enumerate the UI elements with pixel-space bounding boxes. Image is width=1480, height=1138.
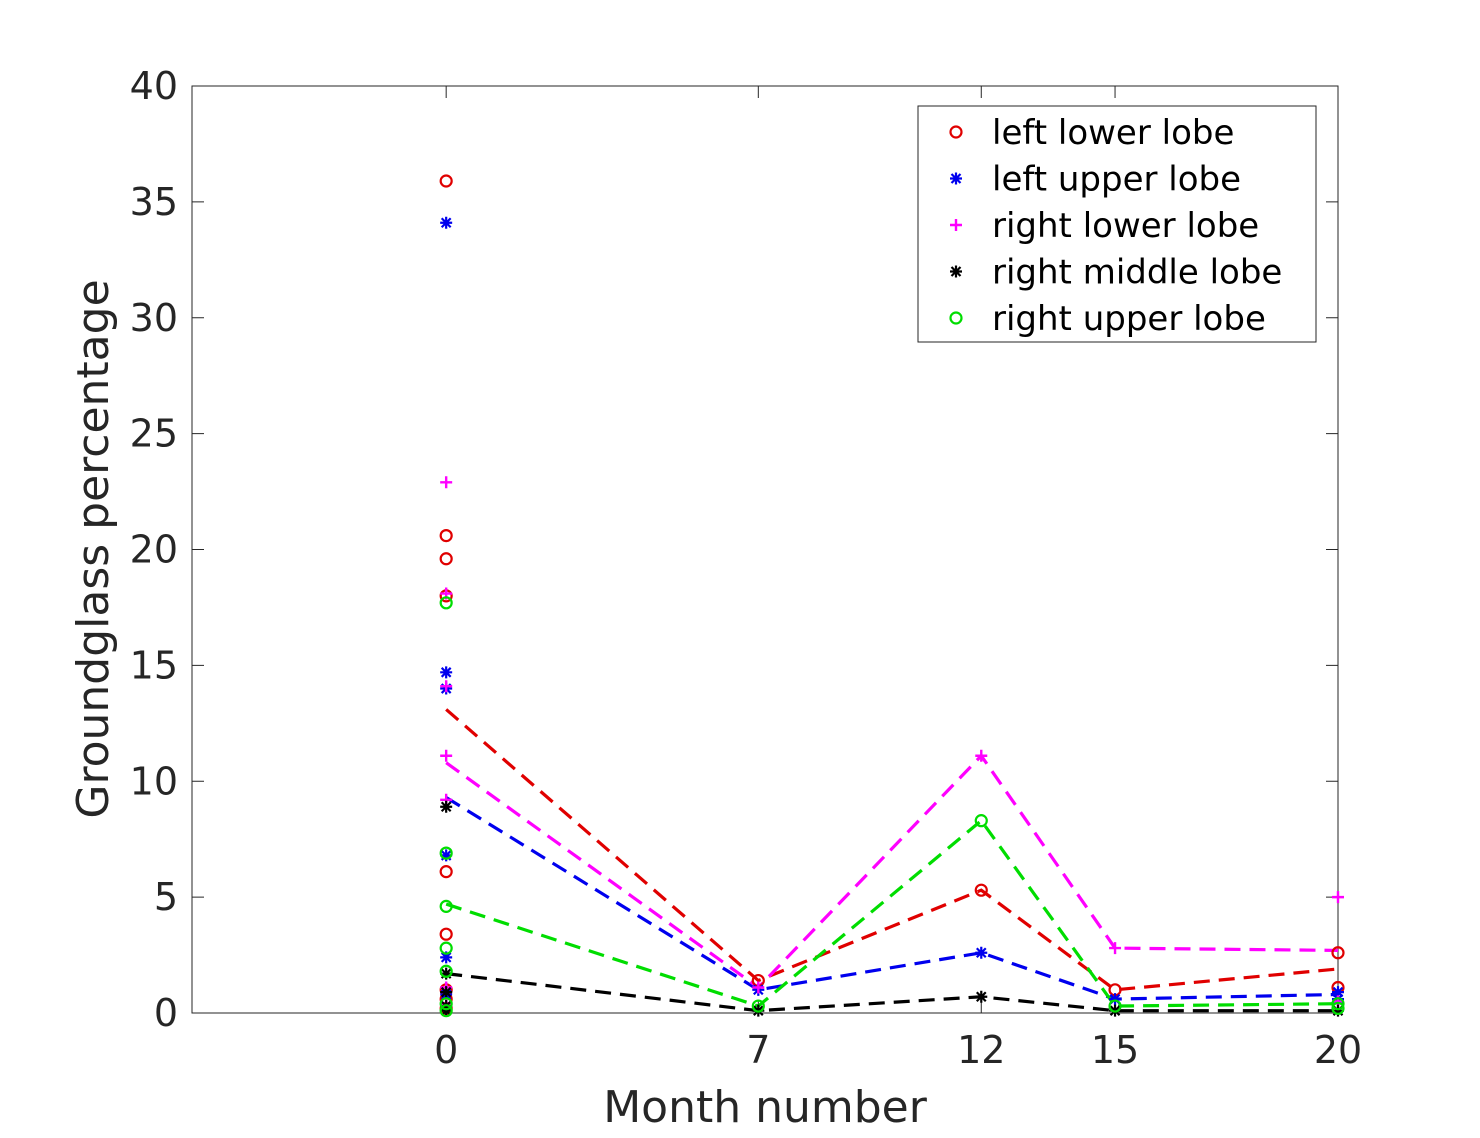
- point-left-lower-lobe: [439, 865, 453, 879]
- y-tick-label: 15: [130, 643, 178, 687]
- point-left-upper-lobe: [1332, 986, 1344, 999]
- y-tick-label: 10: [130, 759, 178, 803]
- mean-line-left-lower-lobe: [445, 708, 1339, 992]
- legend-label-right-upper-lobe: right upper lobe: [992, 299, 1266, 339]
- point-left-upper-lobe: [440, 666, 453, 679]
- point-right-middle-lobe: [440, 1004, 453, 1017]
- x-tick-label: 20: [1314, 1028, 1362, 1072]
- x-tick-label: 7: [746, 1028, 770, 1072]
- point-right-lower-lobe: [752, 981, 765, 994]
- y-tick-label: 0: [154, 991, 178, 1035]
- point-right-lower-lobe: [1332, 891, 1344, 904]
- legend: left lower lobe left upper lobe right lowe…: [917, 105, 1317, 343]
- point-right-middle-lobe: [440, 967, 453, 980]
- point-left-lower-lobe: [439, 552, 453, 566]
- legend-marker-left-upper-lobe: [950, 172, 962, 185]
- x-axis-title: Month number: [603, 1082, 928, 1133]
- y-tick-label: 5: [154, 875, 178, 919]
- point-right-upper-lobe: [439, 899, 453, 913]
- legend-label-right-middle-lobe: right middle lobe: [992, 253, 1282, 293]
- legend-label-left-upper-lobe: left upper lobe: [992, 160, 1241, 200]
- point-left-lower-lobe: [439, 528, 453, 543]
- point-left-upper-lobe: [1109, 993, 1122, 1006]
- y-axis-title: Groundglass percentage: [68, 279, 119, 818]
- point-right-middle-lobe: [975, 990, 988, 1003]
- point-left-upper-lobe: [440, 951, 453, 964]
- legend-marker-right-lower-lobe: [950, 219, 962, 231]
- legend-marker-left-lower-lobe: [949, 125, 963, 139]
- point-left-lower-lobe: [439, 174, 453, 188]
- point-right-lower-lobe: [440, 476, 453, 489]
- legend-label-left-lower-lobe: left lower lobe: [992, 113, 1234, 153]
- point-right-lower-lobe: [1109, 942, 1122, 955]
- point-right-middle-lobe: [1332, 1004, 1344, 1017]
- point-left-upper-lobe: [440, 216, 453, 229]
- tick-labels: 0 5 10 15 20 25 30 35 40 0 7 12 15 20: [130, 64, 1363, 1072]
- point-left-upper-lobe: [440, 849, 453, 862]
- point-right-lower-lobe: [440, 680, 453, 693]
- y-tick-label: 35: [130, 180, 178, 224]
- point-right-lower-lobe: [975, 749, 988, 762]
- point-left-upper-lobe: [975, 946, 988, 959]
- y-tick-label: 30: [130, 296, 178, 340]
- point-right-lower-lobe: [440, 749, 453, 762]
- point-left-lower-lobe: [1331, 946, 1345, 960]
- x-tick-label: 15: [1091, 1028, 1139, 1072]
- y-tick-label: 40: [130, 64, 178, 108]
- point-right-upper-lobe: [1108, 999, 1122, 1013]
- y-tick-label: 20: [130, 528, 178, 572]
- legend-label-right-lower-lobe: right lower lobe: [992, 206, 1259, 246]
- point-right-upper-lobe: [751, 999, 765, 1013]
- y-tick-label: 25: [130, 412, 178, 456]
- point-right-upper-lobe: [439, 846, 453, 860]
- mean-line-left-upper-lobe: [445, 796, 1339, 1001]
- point-right-upper-lobe: [439, 941, 453, 955]
- point-left-lower-lobe: [974, 883, 988, 897]
- point-right-upper-lobe: [974, 814, 988, 828]
- legend-marker-right-upper-lobe: [949, 311, 963, 325]
- point-right-upper-lobe: [439, 596, 453, 610]
- point-right-upper-lobe: [1331, 1001, 1345, 1015]
- point-right-upper-lobe: [439, 964, 453, 978]
- point-right-upper-lobe: [439, 997, 453, 1011]
- point-right-upper-lobe: [439, 1004, 453, 1018]
- data-markers: [439, 174, 1345, 1018]
- point-right-upper-lobe: [1331, 997, 1345, 1011]
- legend-marker-right-middle-lobe: [950, 265, 962, 278]
- x-tick-label: 0: [434, 1028, 458, 1072]
- point-right-middle-lobe: [440, 800, 453, 813]
- legend-box: [917, 105, 1317, 343]
- point-left-lower-lobe: [439, 927, 453, 941]
- point-right-middle-lobe: [440, 986, 453, 999]
- x-tick-label: 12: [957, 1028, 1005, 1072]
